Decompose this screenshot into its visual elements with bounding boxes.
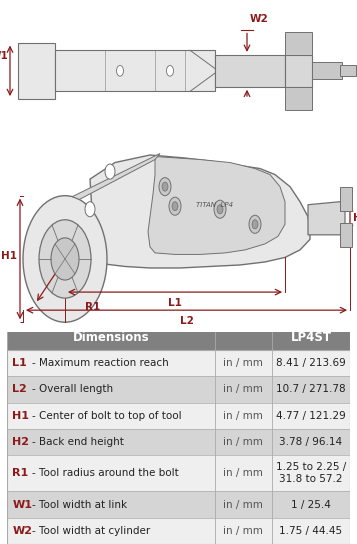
Text: R1: R1 [85,302,100,312]
Text: in / mm: in / mm [223,526,263,536]
Text: in / mm: in / mm [223,358,263,368]
Text: 8.41 / 213.69: 8.41 / 213.69 [276,358,346,368]
Text: - Tool radius around the bolt: - Tool radius around the bolt [32,468,179,478]
Circle shape [252,220,258,229]
Text: H1: H1 [12,411,29,421]
Circle shape [169,197,181,215]
Text: R1: R1 [12,468,29,478]
FancyBboxPatch shape [7,350,350,376]
FancyBboxPatch shape [7,326,350,350]
FancyBboxPatch shape [312,63,342,79]
Text: in / mm: in / mm [223,499,263,510]
Circle shape [116,65,124,76]
Circle shape [166,65,174,76]
Text: W2: W2 [12,526,32,536]
Text: in / mm: in / mm [223,385,263,394]
Circle shape [23,196,107,322]
Text: - Maximum reaction reach: - Maximum reaction reach [32,358,169,368]
Circle shape [105,164,115,179]
FancyBboxPatch shape [340,65,356,76]
FancyBboxPatch shape [55,50,215,91]
Text: H2: H2 [353,213,357,223]
Text: 1.25 to 2.25 /
31.8 to 57.2: 1.25 to 2.25 / 31.8 to 57.2 [276,462,346,484]
Text: - Overall length: - Overall length [32,385,113,394]
FancyBboxPatch shape [215,55,285,87]
Text: H2: H2 [12,437,29,447]
Text: L1: L1 [168,298,182,308]
Text: 1.75 / 44.45: 1.75 / 44.45 [279,526,342,536]
Text: in / mm: in / mm [223,468,263,478]
Text: - Tool width at link: - Tool width at link [32,499,127,510]
Polygon shape [148,157,285,255]
FancyBboxPatch shape [285,87,312,110]
Text: 3.78 / 96.14: 3.78 / 96.14 [279,437,342,447]
FancyBboxPatch shape [7,376,350,403]
Circle shape [85,202,95,217]
Text: - Center of bolt to top of tool: - Center of bolt to top of tool [32,411,182,421]
Circle shape [162,182,168,191]
FancyBboxPatch shape [7,403,350,429]
Text: 10.7 / 271.78: 10.7 / 271.78 [276,385,346,394]
FancyBboxPatch shape [285,55,312,87]
FancyBboxPatch shape [18,42,55,99]
Text: L2: L2 [12,385,27,394]
Circle shape [159,177,171,196]
Circle shape [217,205,223,214]
Text: in / mm: in / mm [223,437,263,447]
Text: - Tool width at cylinder: - Tool width at cylinder [32,526,150,536]
Text: LP4ST: LP4ST [290,331,331,344]
Polygon shape [72,153,160,200]
Text: W1: W1 [12,499,32,510]
FancyBboxPatch shape [285,32,312,55]
Text: W1: W1 [0,51,8,60]
Circle shape [39,220,91,298]
Text: - Back end height: - Back end height [32,437,124,447]
Circle shape [214,200,226,218]
Text: H1: H1 [1,251,17,261]
Text: 4.77 / 121.29: 4.77 / 121.29 [276,411,346,421]
FancyBboxPatch shape [7,491,350,518]
Polygon shape [308,202,345,235]
FancyBboxPatch shape [340,187,352,211]
Text: L1: L1 [12,358,27,368]
Text: TITAN  LP4: TITAN LP4 [196,202,233,208]
Text: 1 / 25.4: 1 / 25.4 [291,499,331,510]
Circle shape [249,215,261,233]
Circle shape [51,238,79,280]
Text: in / mm: in / mm [223,411,263,421]
Text: L2: L2 [180,316,193,326]
Circle shape [172,202,178,211]
Text: Dimensions: Dimensions [73,331,149,344]
Text: W2: W2 [250,14,269,24]
Polygon shape [90,155,310,290]
FancyBboxPatch shape [7,518,350,544]
FancyBboxPatch shape [7,429,350,455]
FancyBboxPatch shape [7,455,350,491]
FancyBboxPatch shape [340,223,352,247]
